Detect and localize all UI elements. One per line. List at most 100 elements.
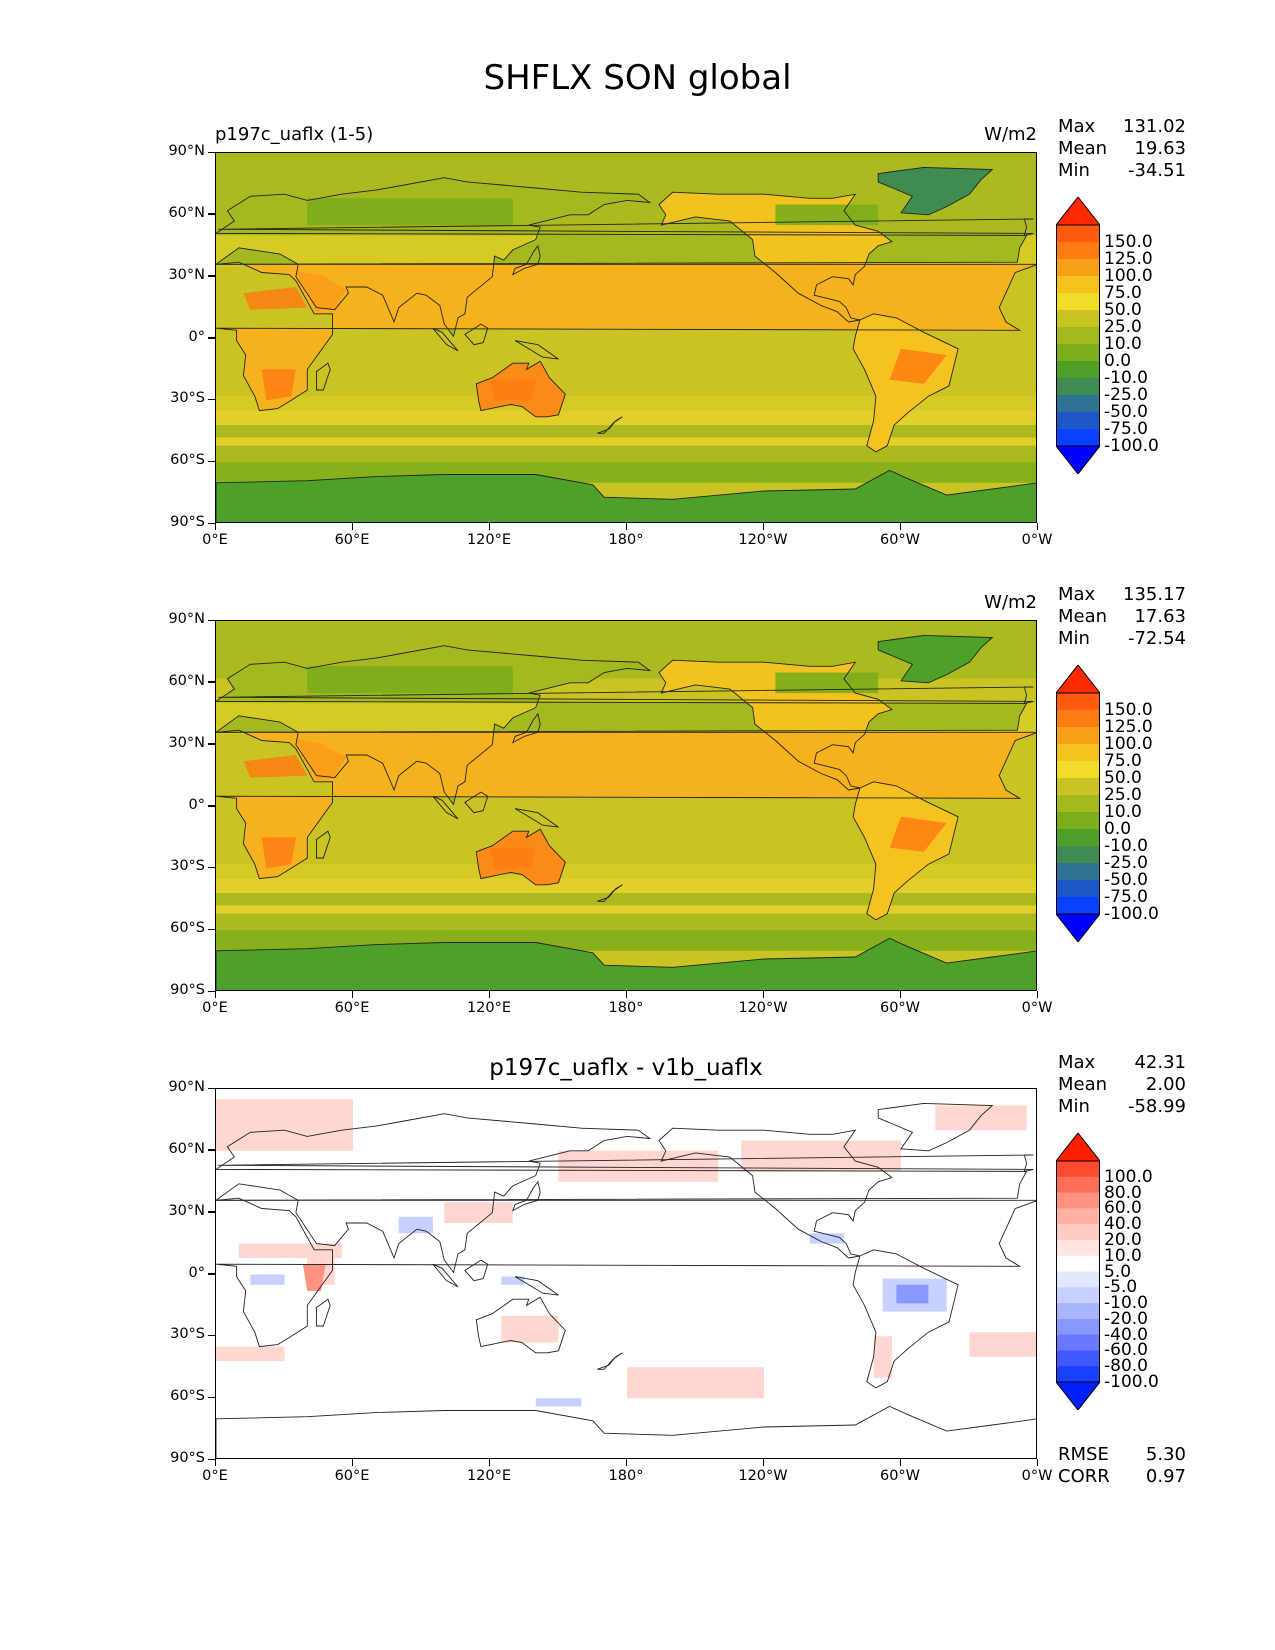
map-panel bbox=[215, 620, 1037, 991]
colorbar-swatch bbox=[1056, 378, 1100, 396]
coastline bbox=[316, 362, 331, 391]
colorbar bbox=[1054, 1132, 1102, 1411]
y-tick bbox=[208, 1273, 215, 1275]
colorbar-swatch bbox=[1056, 310, 1100, 328]
colorbar-tick-label: 125.0 bbox=[1104, 249, 1153, 269]
stat-name: Max bbox=[1058, 116, 1096, 137]
hot-core bbox=[889, 348, 947, 384]
colorbar-tick-label: -75.0 bbox=[1104, 419, 1148, 439]
y-tick-label: 0° bbox=[188, 796, 205, 813]
colorbar-frame bbox=[1056, 224, 1100, 447]
colorbar-swatch bbox=[1056, 880, 1100, 898]
colorbar-swatch bbox=[1056, 1255, 1100, 1272]
colorbar-swatch bbox=[1056, 761, 1100, 779]
y-tick bbox=[208, 1087, 215, 1089]
coastline bbox=[316, 1298, 331, 1327]
y-tick bbox=[208, 398, 215, 401]
coastline bbox=[514, 808, 559, 828]
y-tick-label: 90°S bbox=[170, 1450, 205, 1466]
x-tick-label: 120°E bbox=[466, 532, 512, 548]
colorbar-swatch bbox=[1056, 429, 1100, 447]
ocean-band bbox=[216, 437, 1036, 446]
colorbar-swatch bbox=[1056, 1208, 1100, 1225]
x-tick-label: 60°E bbox=[334, 1468, 370, 1484]
metric-row: RMSE 5.30 bbox=[1058, 1444, 1186, 1466]
negative-diff-core bbox=[896, 1284, 929, 1304]
stat-name: Mean bbox=[1058, 138, 1108, 159]
colorbar-tick-label: -10.0 bbox=[1104, 1293, 1148, 1314]
y-tick bbox=[208, 1396, 215, 1399]
y-tick-label: 60°N bbox=[168, 672, 205, 689]
colorbar-tick-label: 150.0 bbox=[1104, 232, 1153, 252]
coastline bbox=[658, 191, 893, 323]
colorbar-swatch bbox=[1056, 276, 1100, 294]
coastline bbox=[597, 416, 623, 434]
x-tick-label: 0°W bbox=[1021, 1000, 1053, 1016]
arabia-fill bbox=[295, 738, 347, 780]
x-tick bbox=[488, 523, 490, 530]
stat-row: Mean 2.00 bbox=[1058, 1074, 1186, 1096]
colorbar-min-extend bbox=[1054, 913, 1102, 943]
stat-value: 135.17 bbox=[1123, 584, 1186, 605]
positive-diff bbox=[558, 1150, 719, 1182]
colorbar-swatch bbox=[1056, 293, 1100, 311]
colorbar-tick-label: -100.0 bbox=[1104, 436, 1159, 456]
y-tick bbox=[208, 1211, 215, 1213]
coastline bbox=[511, 1180, 541, 1212]
y-tick-label: 90°S bbox=[170, 982, 205, 998]
negative-diff bbox=[809, 1233, 844, 1244]
panel-left-title: p197c_uaflx (1-5) bbox=[215, 124, 374, 145]
y-tick-label: 90°N bbox=[168, 143, 205, 159]
coastline bbox=[218, 1154, 1034, 1173]
colorbar-tick-label: 0.0 bbox=[1104, 351, 1132, 371]
coastline bbox=[216, 729, 1036, 880]
colorbar-swatch bbox=[1056, 1192, 1100, 1209]
antarctica-fill bbox=[216, 938, 1036, 990]
y-tick-label: 60°N bbox=[168, 204, 205, 221]
stat-row: Min -34.51 bbox=[1058, 160, 1186, 182]
coastline bbox=[852, 313, 959, 453]
colorbar-swatch bbox=[1056, 795, 1100, 813]
coastline bbox=[597, 884, 623, 902]
arabia-fill bbox=[295, 270, 347, 312]
field-contours bbox=[216, 153, 1036, 522]
hot-core bbox=[261, 837, 296, 869]
coastlines bbox=[216, 166, 1036, 522]
y-tick bbox=[208, 743, 215, 745]
coastline bbox=[658, 1127, 893, 1259]
ocean-band bbox=[216, 396, 1036, 411]
y-tick bbox=[208, 619, 215, 621]
x-tick bbox=[351, 1459, 353, 1466]
colorbar-tick-label: -25.0 bbox=[1104, 385, 1148, 405]
hot-core bbox=[261, 369, 296, 401]
colorbar-svg bbox=[1054, 196, 1102, 475]
x-tick bbox=[625, 991, 627, 998]
hot-core bbox=[490, 847, 536, 869]
colorbar-tick-label: 25.0 bbox=[1104, 785, 1142, 805]
stat-value: 131.02 bbox=[1123, 116, 1186, 137]
coastline bbox=[877, 634, 994, 684]
ocean-band bbox=[216, 425, 1036, 438]
coastline bbox=[216, 1405, 1036, 1458]
colorbar-tick-label: 50.0 bbox=[1104, 768, 1142, 788]
colorbar-swatch bbox=[1056, 395, 1100, 413]
x-tick bbox=[899, 523, 901, 530]
x-tick-label: 60°E bbox=[334, 1000, 370, 1016]
stat-row: Min -58.99 bbox=[1058, 1096, 1186, 1118]
cool-zone bbox=[775, 204, 879, 226]
panel-center-title: p197c_uaflx - v1b_uaflx bbox=[489, 1055, 763, 1081]
stat-value: -34.51 bbox=[1127, 160, 1186, 181]
x-tick-label: 60°E bbox=[334, 532, 370, 548]
map-panel bbox=[215, 1088, 1037, 1459]
x-tick-label: 0°E bbox=[202, 1000, 228, 1016]
x-tick bbox=[625, 1459, 627, 1466]
stat-name: Min bbox=[1058, 160, 1090, 181]
colorbar-swatch bbox=[1056, 1224, 1100, 1241]
coastline bbox=[464, 323, 489, 346]
y-tick bbox=[208, 990, 215, 992]
colorbar bbox=[1054, 664, 1102, 943]
y-tick bbox=[208, 151, 215, 153]
x-tick bbox=[625, 523, 627, 530]
colorbar-frame bbox=[1056, 692, 1100, 915]
map-panel bbox=[215, 152, 1037, 523]
